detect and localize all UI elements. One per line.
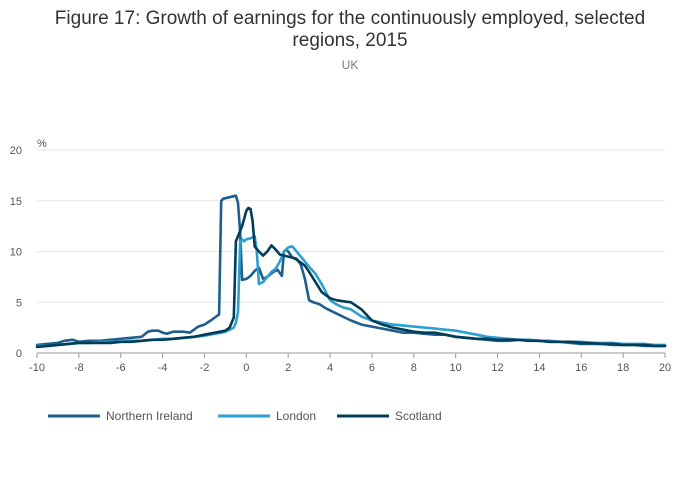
axes: 0 5 10 15 20 -10 -8 -6 -4 -2 0 2 4 6 8 10 12 14 16 18 20 bbox=[10, 145, 671, 374]
chart-title-line-1: Figure 17: Growth of earnings for the co… bbox=[55, 8, 645, 29]
x-tick-label: 12 bbox=[491, 362, 503, 374]
y-tick-label: 20 bbox=[10, 145, 22, 157]
x-tick-label: -10 bbox=[29, 362, 45, 374]
x-tick-label: -4 bbox=[158, 362, 168, 374]
series-line-scotland bbox=[35, 206, 667, 349]
chart-subtitle: UK bbox=[342, 58, 359, 72]
series-lines bbox=[35, 194, 667, 349]
y-axis-unit-label: % bbox=[37, 138, 47, 150]
x-tick-label: 8 bbox=[411, 362, 417, 374]
legend-label: Northern Ireland bbox=[106, 409, 193, 423]
x-tick-label: 18 bbox=[617, 362, 629, 374]
series-line-northern-ireland bbox=[35, 194, 667, 348]
x-tick-label: 6 bbox=[369, 362, 375, 374]
x-tick-label: 2 bbox=[285, 362, 291, 374]
x-tick-label: 0 bbox=[243, 362, 249, 374]
x-tick-label: 14 bbox=[533, 362, 545, 374]
x-tick-label: 4 bbox=[327, 362, 333, 374]
y-tick-label: 15 bbox=[10, 196, 22, 208]
x-tick-label: -2 bbox=[200, 362, 210, 374]
y-tick-label: 0 bbox=[16, 348, 22, 360]
y-tick-label: 10 bbox=[10, 247, 22, 259]
x-tick-label: -6 bbox=[116, 362, 126, 374]
x-tick-label: 16 bbox=[575, 362, 587, 374]
chart-title-line-2: regions, 2015 bbox=[292, 30, 407, 51]
legend: Northern Ireland London Scotland bbox=[48, 409, 442, 423]
legend-label: London bbox=[276, 409, 316, 423]
legend-label: Scotland bbox=[395, 409, 442, 423]
x-tick-label: 10 bbox=[450, 362, 462, 374]
y-tick-label: 5 bbox=[16, 297, 22, 309]
series-line-london bbox=[35, 235, 667, 348]
x-tick-label: -8 bbox=[74, 362, 84, 374]
gridlines bbox=[37, 149, 665, 303]
x-tick-label: 20 bbox=[659, 362, 671, 374]
